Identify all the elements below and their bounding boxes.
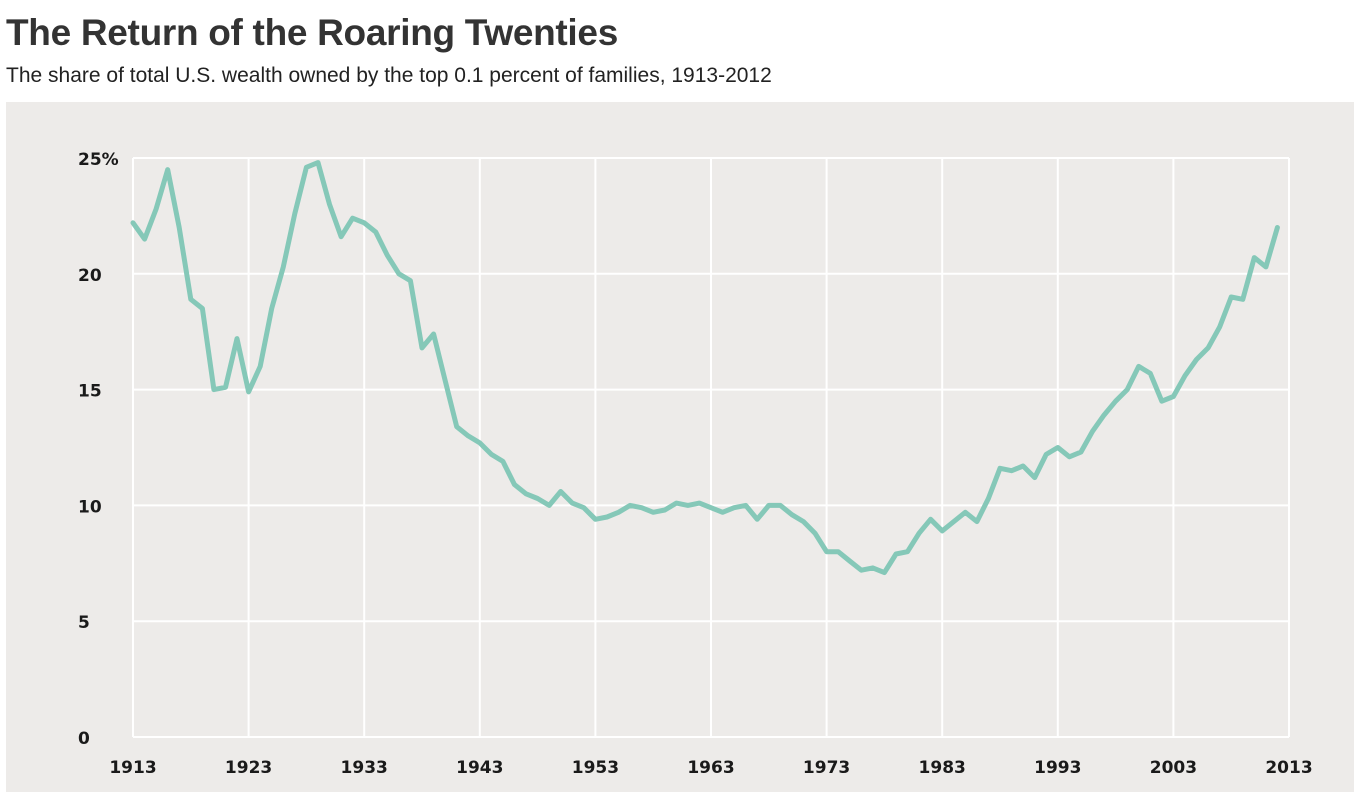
chart-title: The Return of the Roaring Twenties [6,12,618,53]
y-tick-label-20: 20 [78,266,102,286]
x-tick-label-1993: 1993 [1034,758,1081,778]
y-tick-label-15: 15 [78,382,102,402]
x-tick-label-1943: 1943 [456,758,503,778]
x-tick-label-2013: 2013 [1265,758,1312,778]
chart-subtitle: The share of total U.S. wealth owned by … [6,64,772,87]
x-tick-label-1923: 1923 [225,758,272,778]
series-line-wealth-share [130,160,1280,576]
x-tick-label-1953: 1953 [572,758,619,778]
plot-background [6,102,1354,792]
y-tick-label-25: 25% [78,150,119,170]
x-axis-ticks: 1913 1923 1933 1943 1953 1963 1973 1983 1993 2003… [109,758,1312,778]
x-tick-label-1973: 1973 [803,758,850,778]
x-tick-label-1913: 1913 [109,758,156,778]
x-tick-label-2003: 2003 [1150,758,1197,778]
y-axis-ticks: 0 5 10 15 20 25% [78,150,119,749]
x-tick-label-1983: 1983 [919,758,966,778]
x-tick-label-1963: 1963 [687,758,734,778]
y-tick-label-5: 5 [78,613,90,633]
y-tick-label-10: 10 [78,497,102,517]
y-tick-label-0: 0 [78,729,90,749]
x-tick-label-1933: 1933 [341,758,388,778]
gridlines [132,157,1290,738]
